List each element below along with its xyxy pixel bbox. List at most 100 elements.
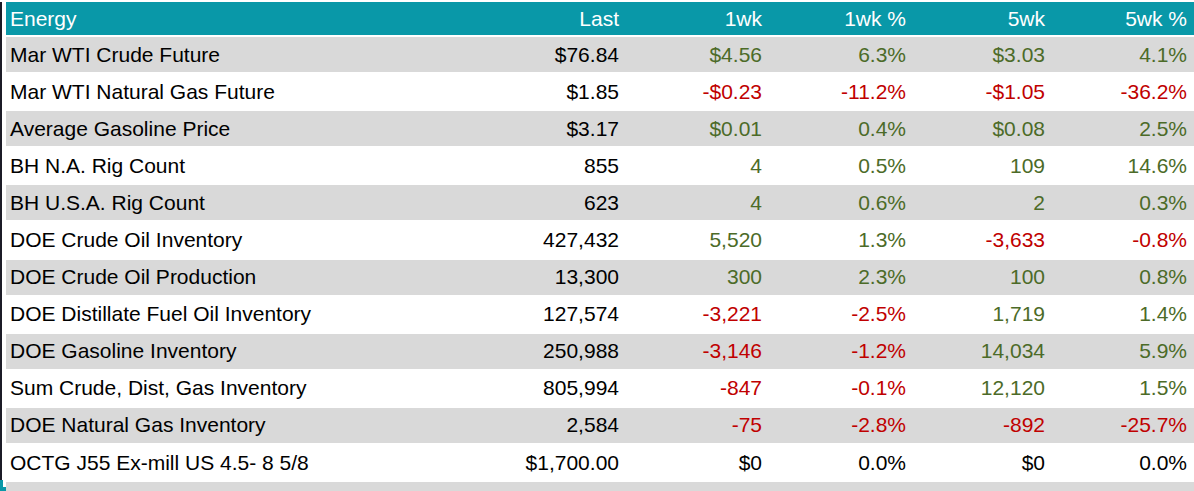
cell-5wk[interactable]: 100 xyxy=(913,260,1052,297)
cell-5wk-pct[interactable]: 1.5% xyxy=(1052,371,1194,408)
cell-5wk[interactable]: 2 xyxy=(913,185,1052,222)
cell-5wk[interactable]: $0 xyxy=(913,482,1052,491)
cell-1wk[interactable]: 300 xyxy=(626,260,769,297)
cell-1wk[interactable]: $4.56 xyxy=(626,37,769,74)
table-row: DOE Gasoline Inventory250,988-3,146-1.2%… xyxy=(6,334,1194,371)
col-header-1wk-pct[interactable]: 1wk % xyxy=(769,2,913,37)
cell-last[interactable]: 855 xyxy=(407,148,626,185)
col-header-energy[interactable]: Energy xyxy=(6,2,407,37)
cell-last[interactable]: 805,994 xyxy=(407,371,626,408)
cell-5wk[interactable]: 1,719 xyxy=(913,297,1052,334)
cell-5wk-pct[interactable]: -0.8% xyxy=(1052,222,1194,259)
cell-1wk[interactable]: 4 xyxy=(626,185,769,222)
cell-last[interactable]: $1,400.00 xyxy=(407,482,626,491)
cell-1wk-pct[interactable]: 0.0% xyxy=(769,482,913,491)
cell-1wk-pct[interactable]: 1.3% xyxy=(769,222,913,259)
table-row: OCTG J55 Ex-mill US 4.5- 8 5/8$1,700.00$… xyxy=(6,445,1194,482)
cell-5wk[interactable]: -$1.05 xyxy=(913,74,1052,111)
cell-1wk[interactable]: $0 xyxy=(626,482,769,491)
cell-1wk[interactable]: -75 xyxy=(626,408,769,445)
cell-1wk[interactable]: $0 xyxy=(626,445,769,482)
table-row: Average Gasoline Price$3.17$0.010.4%$0.0… xyxy=(6,111,1194,148)
cell-energy-label[interactable]: BH N.A. Rig Count xyxy=(6,148,407,185)
cell-last[interactable]: $1.85 xyxy=(407,74,626,111)
cell-energy-label[interactable]: DOE Natural Gas Inventory xyxy=(6,408,407,445)
cell-1wk-pct[interactable]: 2.3% xyxy=(769,260,913,297)
cell-5wk[interactable]: 109 xyxy=(913,148,1052,185)
cell-energy-label[interactable]: OCTG J55 Ex-mill US 4.5- 8 5/8 xyxy=(6,445,407,482)
cell-5wk-pct[interactable]: -36.2% xyxy=(1052,74,1194,111)
cell-5wk[interactable]: 14,034 xyxy=(913,334,1052,371)
cell-5wk[interactable]: $3.03 xyxy=(913,37,1052,74)
table-row: Sum Crude, Dist, Gas Inventory805,994-84… xyxy=(6,371,1194,408)
cell-1wk[interactable]: 5,520 xyxy=(626,222,769,259)
cell-energy-label[interactable]: Mar WTI Crude Future xyxy=(6,37,407,74)
cell-5wk-pct[interactable]: 4.1% xyxy=(1052,37,1194,74)
col-header-5wk[interactable]: 5wk xyxy=(913,2,1052,37)
cell-last[interactable]: $3.17 xyxy=(407,111,626,148)
cell-last[interactable]: $1,700.00 xyxy=(407,445,626,482)
table-row: DOE Crude Oil Inventory427,4325,5201.3%-… xyxy=(6,222,1194,259)
cell-last[interactable]: 250,988 xyxy=(407,334,626,371)
cell-last[interactable]: 127,574 xyxy=(407,297,626,334)
table-row: DOE Crude Oil Production13,3003002.3%100… xyxy=(6,260,1194,297)
cell-energy-label[interactable]: Sum Crude, Dist, Gas Inventory xyxy=(6,371,407,408)
cell-1wk-pct[interactable]: 6.3% xyxy=(769,37,913,74)
cell-5wk[interactable]: -892 xyxy=(913,408,1052,445)
cell-last[interactable]: 427,432 xyxy=(407,222,626,259)
col-header-5wk-pct[interactable]: 5wk % xyxy=(1052,2,1194,37)
cell-1wk[interactable]: -3,221 xyxy=(626,297,769,334)
cell-energy-label[interactable]: DOE Gasoline Inventory xyxy=(6,334,407,371)
cell-energy-label[interactable]: DOE Crude Oil Production xyxy=(6,260,407,297)
cell-last[interactable]: 2,584 xyxy=(407,408,626,445)
cell-5wk-pct[interactable]: -25.7% xyxy=(1052,408,1194,445)
cell-1wk-pct[interactable]: 0.6% xyxy=(769,185,913,222)
table-row: DOE Natural Gas Inventory2,584-75-2.8%-8… xyxy=(6,408,1194,445)
cell-5wk-pct[interactable]: 1.4% xyxy=(1052,297,1194,334)
cell-1wk[interactable]: -$0.23 xyxy=(626,74,769,111)
cell-5wk-pct[interactable]: 14.6% xyxy=(1052,148,1194,185)
cell-5wk-pct[interactable]: 0.3% xyxy=(1052,185,1194,222)
cell-energy-label[interactable]: Mar WTI Natural Gas Future xyxy=(6,74,407,111)
energy-market-table: Energy Last 1wk 1wk % 5wk 5wk % Mar WTI … xyxy=(6,2,1194,491)
table-body: Mar WTI Crude Future$76.84$4.566.3%$3.03… xyxy=(6,37,1194,491)
cell-energy-label[interactable]: OCTG J55 Gulf Port US 4.5- 8 5/8 xyxy=(6,482,407,491)
cell-5wk-pct[interactable]: 0.8% xyxy=(1052,260,1194,297)
cell-1wk-pct[interactable]: -11.2% xyxy=(769,74,913,111)
cell-energy-label[interactable]: DOE Crude Oil Inventory xyxy=(6,222,407,259)
cell-1wk-pct[interactable]: 0.0% xyxy=(769,445,913,482)
cell-energy-label[interactable]: BH U.S.A. Rig Count xyxy=(6,185,407,222)
cell-5wk-pct[interactable]: 2.5% xyxy=(1052,111,1194,148)
cell-5wk-pct[interactable]: 0.0% xyxy=(1052,445,1194,482)
cell-last[interactable]: 623 xyxy=(407,185,626,222)
cell-1wk-pct[interactable]: -0.1% xyxy=(769,371,913,408)
cell-5wk[interactable]: $0.08 xyxy=(913,111,1052,148)
cell-1wk[interactable]: 4 xyxy=(626,148,769,185)
cell-1wk[interactable]: -3,146 xyxy=(626,334,769,371)
cell-energy-label[interactable]: Average Gasoline Price xyxy=(6,111,407,148)
header-row: Energy Last 1wk 1wk % 5wk 5wk % xyxy=(6,2,1194,37)
cell-5wk[interactable]: $0 xyxy=(913,445,1052,482)
cell-1wk[interactable]: -847 xyxy=(626,371,769,408)
cell-5wk-pct[interactable]: 0.0% xyxy=(1052,482,1194,491)
cell-last[interactable]: 13,300 xyxy=(407,260,626,297)
table-row: OCTG J55 Gulf Port US 4.5- 8 5/8$1,400.0… xyxy=(6,482,1194,491)
cell-5wk[interactable]: -3,633 xyxy=(913,222,1052,259)
cell-5wk[interactable]: 12,120 xyxy=(913,371,1052,408)
cell-5wk-pct[interactable]: 5.9% xyxy=(1052,334,1194,371)
col-header-1wk[interactable]: 1wk xyxy=(626,2,769,37)
cell-1wk-pct[interactable]: -2.5% xyxy=(769,297,913,334)
table-row: Mar WTI Crude Future$76.84$4.566.3%$3.03… xyxy=(6,37,1194,74)
cell-1wk-pct[interactable]: 0.4% xyxy=(769,111,913,148)
cell-1wk-pct[interactable]: 0.5% xyxy=(769,148,913,185)
table-row: Mar WTI Natural Gas Future$1.85-$0.23-11… xyxy=(6,74,1194,111)
cell-energy-label[interactable]: DOE Distillate Fuel Oil Inventory xyxy=(6,297,407,334)
col-header-last[interactable]: Last xyxy=(407,2,626,37)
table-left-border xyxy=(0,2,2,480)
cell-1wk[interactable]: $0.01 xyxy=(626,111,769,148)
cell-last[interactable]: $76.84 xyxy=(407,37,626,74)
cell-1wk-pct[interactable]: -1.2% xyxy=(769,334,913,371)
cell-1wk-pct[interactable]: -2.8% xyxy=(769,408,913,445)
table-row: BH U.S.A. Rig Count62340.6%20.3% xyxy=(6,185,1194,222)
table-row: BH N.A. Rig Count85540.5%10914.6% xyxy=(6,148,1194,185)
